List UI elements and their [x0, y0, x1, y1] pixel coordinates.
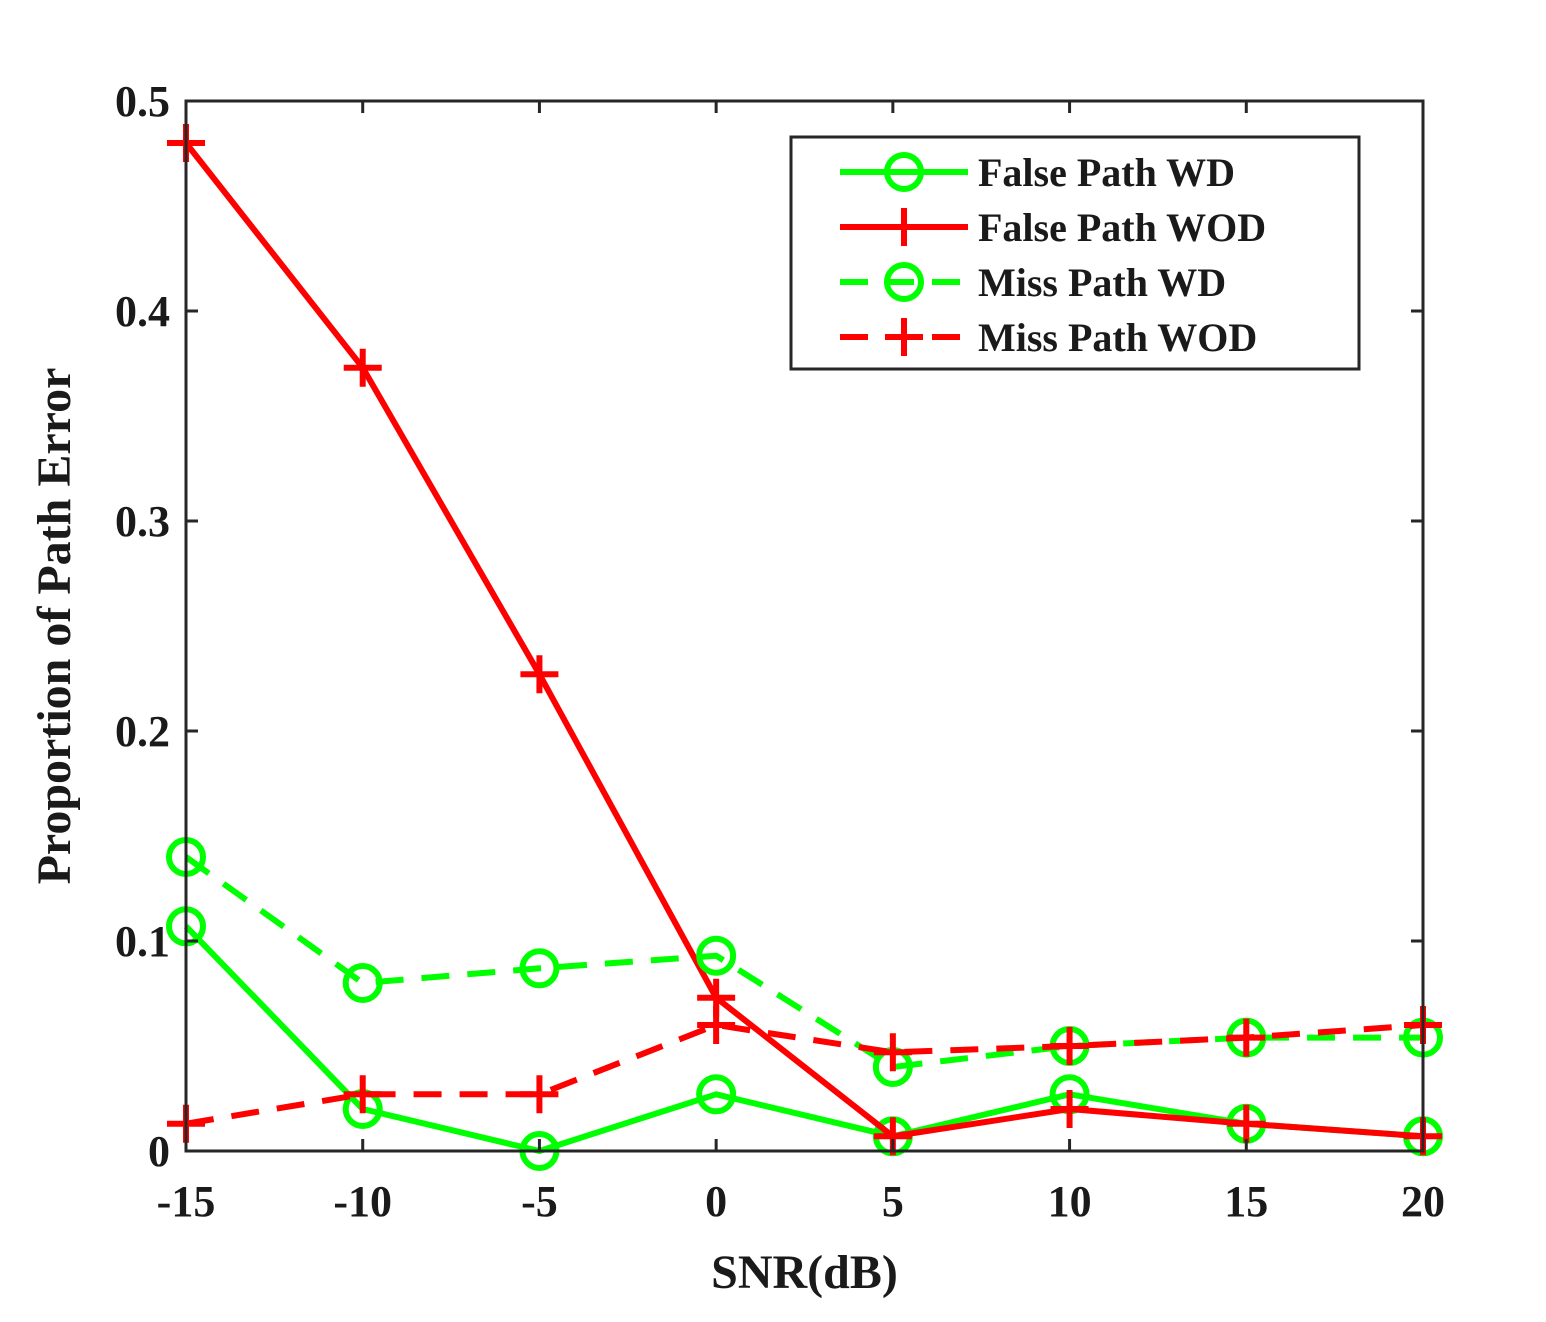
data-point	[873, 1033, 912, 1072]
data-point	[520, 1075, 559, 1114]
legend-marker	[884, 262, 924, 302]
ticks-layer: -15 -10 -5 0 5 10 15 20 0 0.1 0.2 0.3 0.4 0.5	[115, 77, 1445, 1226]
series-line	[183, 141, 1424, 1140]
series-line	[185, 1022, 1424, 1127]
x-tick-label: 0	[705, 1177, 727, 1226]
data-point	[520, 655, 559, 694]
y-tick-label: 0.4	[115, 287, 170, 336]
data-point	[1227, 1104, 1266, 1143]
data-point	[1050, 1027, 1089, 1065]
data-point	[342, 963, 383, 1003]
y-tick-label: 0.1	[115, 917, 170, 966]
x-tick-label: 20	[1401, 1177, 1445, 1226]
data-point	[1050, 1090, 1089, 1128]
data-point	[343, 348, 382, 387]
legend-entry-miss-path-wod: Miss Path WOD	[840, 315, 1257, 360]
legend-entry-miss-path-wd: Miss Path WD	[840, 260, 1226, 305]
legend: False Path WD False Path WOD Miss Path WD M…	[789, 135, 1361, 371]
x-tick-label: -10	[333, 1177, 392, 1226]
legend-label: Miss Path WOD	[978, 315, 1257, 360]
data-point	[343, 1075, 382, 1114]
series-miss-path-wd	[166, 837, 1443, 1087]
legend-marker	[884, 152, 924, 192]
y-tick-label: 0	[148, 1127, 170, 1176]
data-point	[696, 935, 737, 976]
y-tick-label: 0.2	[115, 707, 170, 756]
x-tick-label: 10	[1048, 1177, 1092, 1226]
x-axis-label: SNR(dB)	[711, 1246, 898, 1299]
legend-label: False Path WD	[978, 150, 1235, 195]
y-tick-label: 0.5	[115, 77, 170, 126]
legend-label: False Path WOD	[978, 205, 1266, 250]
data-point	[519, 948, 560, 989]
data-point	[696, 1074, 737, 1115]
y-axis-label: Proportion of Path Error	[28, 368, 81, 885]
series-line	[184, 854, 1423, 1070]
axes-box	[184, 99, 1425, 1153]
data-point	[697, 1006, 736, 1044]
x-tick-label: -5	[521, 1177, 558, 1226]
x-tick-label: 15	[1224, 1177, 1268, 1226]
x-tick-label: -15	[157, 1177, 216, 1226]
x-tick-label: 5	[882, 1177, 904, 1226]
legend-entry-false-path-wd: False Path WD	[840, 150, 1235, 195]
legend-label: Miss Path WD	[978, 260, 1226, 305]
y-tick-label: 0.3	[115, 497, 170, 546]
legend-marker	[885, 208, 923, 246]
legend-entry-false-path-wod: False Path WOD	[840, 205, 1266, 250]
data-point	[1227, 1018, 1266, 1057]
legend-marker	[885, 318, 923, 356]
